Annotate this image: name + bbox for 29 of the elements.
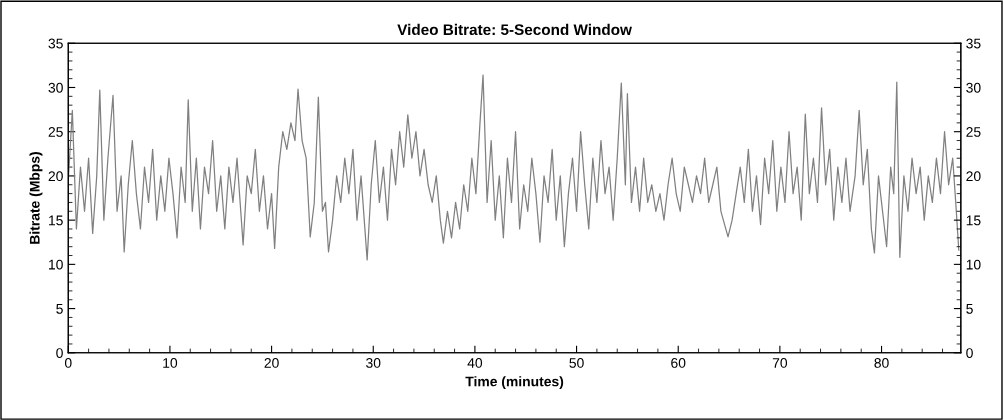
x-tick-label: 60 (671, 358, 686, 368)
x-tick-label: 0 (64, 358, 72, 368)
y-tick-label: 5 (56, 304, 63, 314)
y-tick-label: 25 (48, 127, 63, 137)
y2-tick-label: 5 (966, 304, 973, 314)
x-tick-label: 80 (874, 358, 889, 368)
x-tick-label: 70 (772, 358, 788, 368)
x-tick-label: 10 (163, 358, 178, 368)
y2-tick-label: 35 (966, 38, 981, 49)
x-axis-title: Time (minutes) (465, 376, 564, 390)
y-tick-label: 20 (48, 171, 63, 182)
x-tick-label: 40 (467, 358, 483, 368)
y-tick-label: 10 (49, 259, 63, 270)
y-axis-title: Bitrate (Mbps) (29, 152, 43, 244)
y2-tick-label: 0 (966, 348, 973, 358)
y2-tick-label: 30 (966, 82, 981, 93)
chart-title: Video Bitrate: 5-Second Window (397, 23, 632, 36)
line-series (68, 74, 960, 261)
y2-tick-label: 25 (966, 127, 981, 137)
y-tick-label: 30 (48, 82, 63, 93)
x-tick-label: 50 (569, 358, 584, 368)
x-tick-label: 30 (366, 358, 381, 368)
y2-tick-label: 20 (966, 171, 981, 182)
y-tick-label: 15 (49, 215, 63, 226)
y2-tick-label: 15 (966, 215, 981, 226)
y2-tick-label: 10 (966, 259, 981, 270)
y-tick-label: 35 (48, 38, 63, 49)
x-tick-label: 20 (264, 358, 279, 368)
y-tick-label: 0 (56, 348, 63, 358)
